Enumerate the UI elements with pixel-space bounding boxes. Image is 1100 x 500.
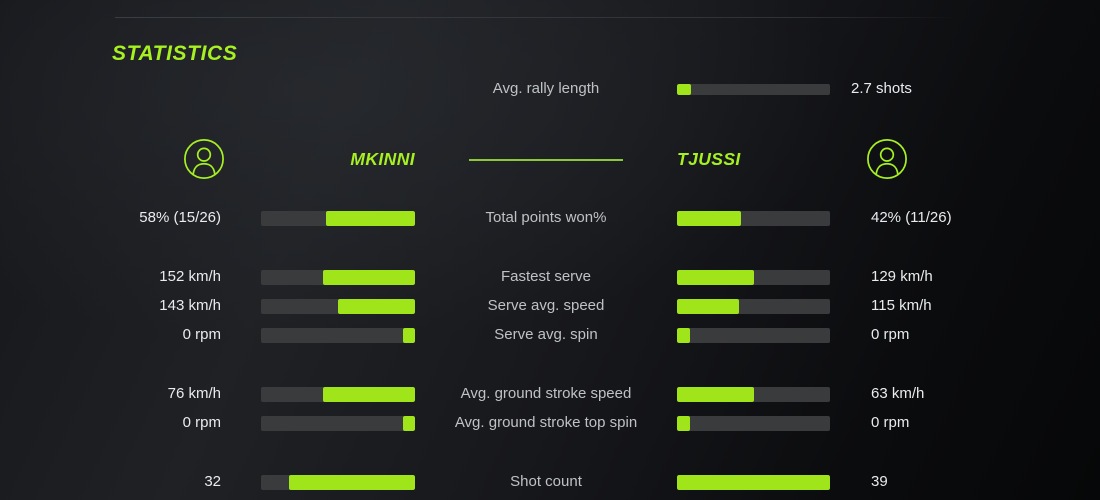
rally-length-value: 2.7 shots	[851, 80, 912, 97]
stat-right-bar	[677, 210, 830, 226]
stat-left-value: 76 km/h	[167, 385, 221, 402]
stat-label: Serve avg. spin	[494, 326, 598, 343]
stat-right-value: 129 km/h	[871, 268, 933, 285]
stat-left-bar	[261, 210, 415, 226]
stat-row: 143 km/h Serve avg. speed 115 km/h	[0, 291, 1100, 321]
stat-right-value: 0 rpm	[871, 414, 910, 431]
stat-right-bar	[677, 327, 830, 343]
stat-left-bar	[261, 474, 415, 490]
stat-right-value: 0 rpm	[871, 326, 910, 343]
stat-row: 0 rpm Avg. ground stroke top spin 0 rpm	[0, 408, 1100, 438]
stat-left-bar	[261, 386, 415, 402]
stat-right-value: 115 km/h	[871, 297, 932, 314]
stat-right-value: 39	[871, 473, 888, 490]
player-left-name: MKINNI	[350, 149, 415, 169]
stat-right-bar-fill	[677, 210, 742, 226]
rally-length-row: Avg. rally length 2.7 shots	[0, 74, 1100, 104]
stat-left-value: 32	[204, 473, 221, 490]
stat-right-value: 63 km/h	[871, 385, 925, 402]
stat-left-bar	[261, 298, 415, 314]
players-divider-line	[469, 159, 623, 161]
stat-left-bar-fill	[402, 327, 415, 343]
top-divider-line	[115, 17, 960, 18]
stat-right-bar	[677, 298, 830, 314]
stat-left-value: 58% (15/26)	[139, 209, 221, 226]
stat-row: 0 rpm Serve avg. spin 0 rpm	[0, 320, 1100, 350]
stat-right-bar	[677, 415, 830, 431]
stat-left-bar	[261, 415, 415, 431]
person-icon	[866, 138, 908, 180]
stat-right-bar-fill	[677, 269, 754, 285]
stat-left-bar-fill	[338, 298, 415, 314]
stat-right-bar-fill	[677, 327, 690, 343]
stat-right-bar	[677, 269, 830, 285]
stat-right-bar-fill	[677, 474, 830, 490]
stat-left-bar-fill	[322, 386, 415, 402]
players-header-row: MKINNI TJUSSI	[0, 138, 1100, 180]
stat-row: 58% (15/26) Total points won% 42% (11/26…	[0, 203, 1100, 233]
page-title: STATISTICS	[112, 42, 238, 65]
stat-label: Fastest serve	[500, 268, 592, 285]
stat-left-bar-fill	[325, 210, 415, 226]
stat-row: 152 km/h Fastest serve 129 km/h	[0, 262, 1100, 292]
stat-left-value: 0 rpm	[182, 326, 221, 343]
stat-left-bar	[261, 269, 415, 285]
player-right-name: TJUSSI	[677, 149, 741, 169]
stat-label: Avg. ground stroke speed	[460, 385, 632, 402]
stat-right-bar-fill	[677, 415, 690, 431]
stat-label: Avg. ground stroke top spin	[454, 414, 638, 431]
stat-left-value: 152 km/h	[159, 268, 221, 285]
stat-row: 32 Shot count 39	[0, 467, 1100, 497]
stat-left-bar-fill	[322, 269, 415, 285]
rally-bar-fill	[677, 83, 691, 95]
stat-left-value: 0 rpm	[182, 414, 221, 431]
stat-row: 76 km/h Avg. ground stroke speed 63 km/h	[0, 379, 1100, 409]
person-icon	[183, 138, 225, 180]
stat-right-bar-fill	[677, 298, 739, 314]
stat-right-value: 42% (11/26)	[871, 209, 952, 226]
rally-bar-track	[677, 83, 830, 95]
stat-right-bar	[677, 474, 830, 490]
stat-label: Shot count	[510, 473, 582, 490]
stat-right-bar-fill	[677, 386, 754, 402]
stat-left-value: 143 km/h	[159, 297, 221, 314]
stat-label: Serve avg. speed	[487, 297, 605, 314]
rally-length-label: Avg. rally length	[492, 80, 600, 97]
stat-left-bar	[261, 327, 415, 343]
stat-label: Total points won%	[485, 209, 607, 226]
stat-left-bar-fill	[402, 415, 415, 431]
rally-length-bar	[677, 83, 830, 95]
stat-right-bar	[677, 386, 830, 402]
stat-left-bar-fill	[288, 474, 415, 490]
